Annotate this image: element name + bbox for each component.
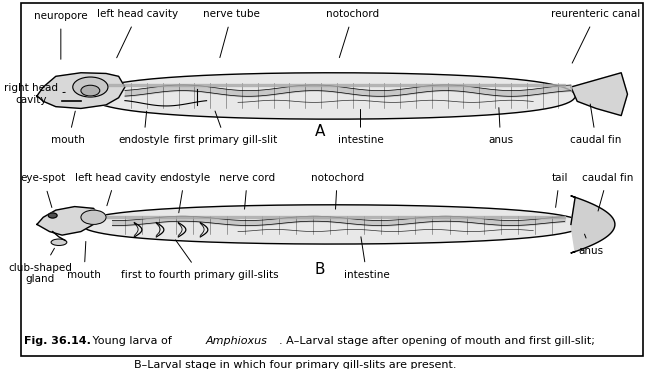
Text: club-shaped
gland: club-shaped gland [8, 248, 72, 284]
Text: Young larva of: Young larva of [89, 336, 175, 346]
Circle shape [48, 213, 57, 218]
Text: first to fourth primary gill-slits: first to fourth primary gill-slits [121, 240, 279, 280]
Text: neuropore: neuropore [34, 11, 88, 59]
Text: B: B [314, 262, 325, 277]
Text: notochord: notochord [311, 173, 364, 209]
Text: reurenteric canal: reurenteric canal [552, 9, 640, 63]
Text: Fig. 36.14.: Fig. 36.14. [25, 336, 91, 346]
Text: left head cavity: left head cavity [97, 9, 178, 58]
Circle shape [73, 77, 108, 97]
Ellipse shape [51, 239, 67, 245]
Text: anus: anus [579, 234, 603, 256]
Text: eye-spot: eye-spot [21, 173, 66, 207]
Text: anus: anus [488, 108, 513, 145]
Polygon shape [37, 73, 125, 108]
Circle shape [81, 210, 106, 224]
Text: caudal fin: caudal fin [570, 104, 622, 145]
Text: endostyle: endostyle [118, 111, 169, 145]
Polygon shape [37, 207, 99, 235]
Text: B–Larval stage in which four primary gill-slits are present.: B–Larval stage in which four primary gil… [135, 360, 457, 369]
Text: first primary gill-slit: first primary gill-slit [174, 111, 277, 145]
Text: . A–Larval stage after opening of mouth and first gill-slit;: . A–Larval stage after opening of mouth … [279, 336, 595, 346]
Text: notochord: notochord [326, 9, 379, 58]
Text: A: A [314, 124, 325, 139]
Polygon shape [90, 73, 575, 119]
Circle shape [81, 85, 99, 96]
Polygon shape [571, 196, 615, 253]
Text: mouth: mouth [52, 111, 86, 145]
Text: nerve tube: nerve tube [204, 9, 260, 58]
Text: intestine: intestine [344, 237, 390, 280]
Text: right head
cavity: right head cavity [4, 83, 65, 105]
Text: caudal fin: caudal fin [581, 173, 633, 211]
Polygon shape [571, 73, 627, 115]
Text: endostyle: endostyle [159, 173, 210, 213]
Text: left head cavity: left head cavity [75, 173, 156, 206]
Text: tail: tail [552, 173, 568, 207]
Text: intestine: intestine [337, 110, 383, 145]
Text: mouth: mouth [67, 241, 101, 280]
Text: Amphioxus: Amphioxus [206, 336, 267, 346]
Text: nerve cord: nerve cord [219, 173, 275, 209]
Polygon shape [81, 205, 583, 244]
